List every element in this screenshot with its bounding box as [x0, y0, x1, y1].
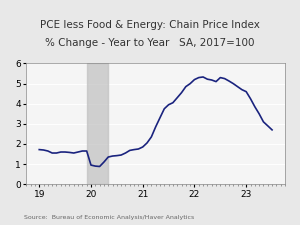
Text: PCE less Food & Energy: Chain Price Index: PCE less Food & Energy: Chain Price Inde… [40, 20, 260, 30]
Text: % Change - Year to Year   SA, 2017=100: % Change - Year to Year SA, 2017=100 [45, 38, 255, 48]
Text: Source:  Bureau of Economic Analysis/Haver Analytics: Source: Bureau of Economic Analysis/Have… [24, 216, 194, 220]
Bar [87, 63, 108, 184]
